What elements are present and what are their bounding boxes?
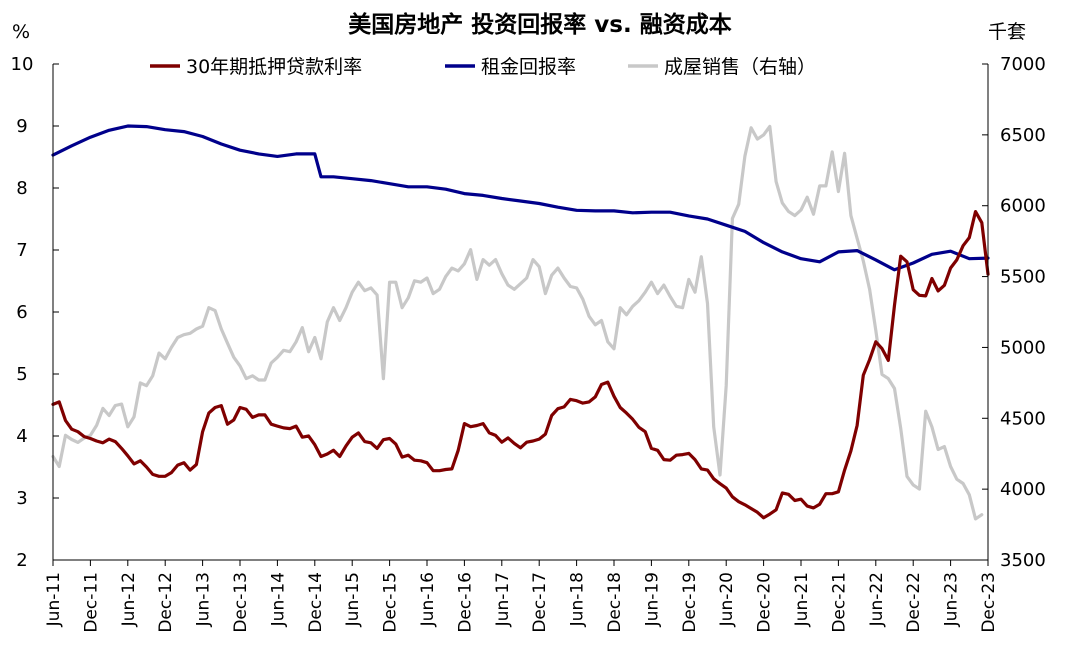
x-tick-label: Dec-11 [81, 572, 101, 633]
x-tick-label: Jun-20 [717, 572, 737, 627]
right-tick-label: 7000 [1000, 54, 1046, 75]
x-tick-label: Jun-12 [119, 572, 139, 627]
right-tick-label: 4000 [1000, 479, 1046, 500]
left-tick-label: 2 [16, 550, 27, 571]
x-tick-label: Dec-20 [755, 572, 775, 633]
left-tick-label: 10 [11, 54, 34, 75]
axes-layer: 2 3 4 5 6 7 8 9 10 3500 4000 4500 5000 5500 6000 6500 70… [11, 54, 1046, 633]
legend-label-2: 成屋销售（右轴） [664, 56, 816, 78]
x-tick-label: Dec-23 [979, 572, 999, 633]
x-tick-label: Jun-21 [792, 572, 812, 627]
x-tick-label: Dec-19 [680, 572, 700, 633]
right-tick-label: 6000 [1000, 196, 1046, 217]
x-tick-label: Jun-11 [44, 572, 64, 627]
x-tick-label: Jun-13 [194, 572, 214, 627]
left-tick-label: 3 [16, 488, 27, 509]
right-tick-label: 4500 [1000, 408, 1046, 429]
right-tick-label: 6500 [1000, 125, 1046, 146]
left-tick-label: 7 [16, 240, 27, 261]
series-layer [51, 124, 990, 521]
x-tick-label: Dec-17 [530, 572, 550, 633]
x-tick-label: Jun-16 [418, 572, 438, 627]
legend: 30年期抵押贷款利率 租金回报率 成屋销售（右轴） [150, 56, 816, 78]
x-tick-label: Jun-15 [343, 572, 363, 627]
left-tick-label: 6 [16, 302, 27, 323]
left-tick-label: 4 [16, 426, 27, 447]
series-line-0 [51, 210, 990, 520]
series-line-2 [51, 124, 984, 521]
x-tick-label: Dec-15 [381, 572, 401, 633]
x-tick-label: Dec-13 [231, 572, 251, 633]
left-tick-label: 8 [16, 178, 27, 199]
legend-label-0: 30年期抵押贷款利率 [186, 56, 362, 78]
x-tick-label: Dec-18 [605, 572, 625, 633]
x-tick-label: Jun-18 [568, 572, 588, 627]
x-tick-label: Dec-14 [306, 572, 326, 633]
left-tick-label: 9 [16, 116, 27, 137]
x-tick-label: Dec-21 [829, 572, 849, 633]
series-line-1 [51, 124, 990, 272]
x-tick-label: Dec-16 [455, 572, 475, 633]
right-axis-unit: 千套 [988, 21, 1026, 43]
x-tick-label: Dec-12 [156, 572, 176, 633]
left-axis-unit: % [12, 21, 30, 43]
x-tick-label: Jun-14 [268, 572, 288, 627]
x-tick-label: Jun-22 [867, 572, 887, 627]
right-tick-label: 5500 [1000, 267, 1046, 288]
x-tick-label: Jun-23 [942, 572, 962, 627]
left-tick-label: 5 [16, 364, 27, 385]
x-tick-label: Dec-22 [904, 572, 924, 633]
legend-label-1: 租金回报率 [481, 56, 576, 78]
x-tick-label: Jun-17 [493, 572, 513, 627]
x-tick-label: Jun-19 [642, 572, 662, 627]
chart-title: 美国房地产 投资回报率 vs. 融资成本 [348, 11, 731, 38]
right-tick-label: 5000 [1000, 337, 1046, 358]
right-tick-label: 3500 [1000, 550, 1046, 571]
